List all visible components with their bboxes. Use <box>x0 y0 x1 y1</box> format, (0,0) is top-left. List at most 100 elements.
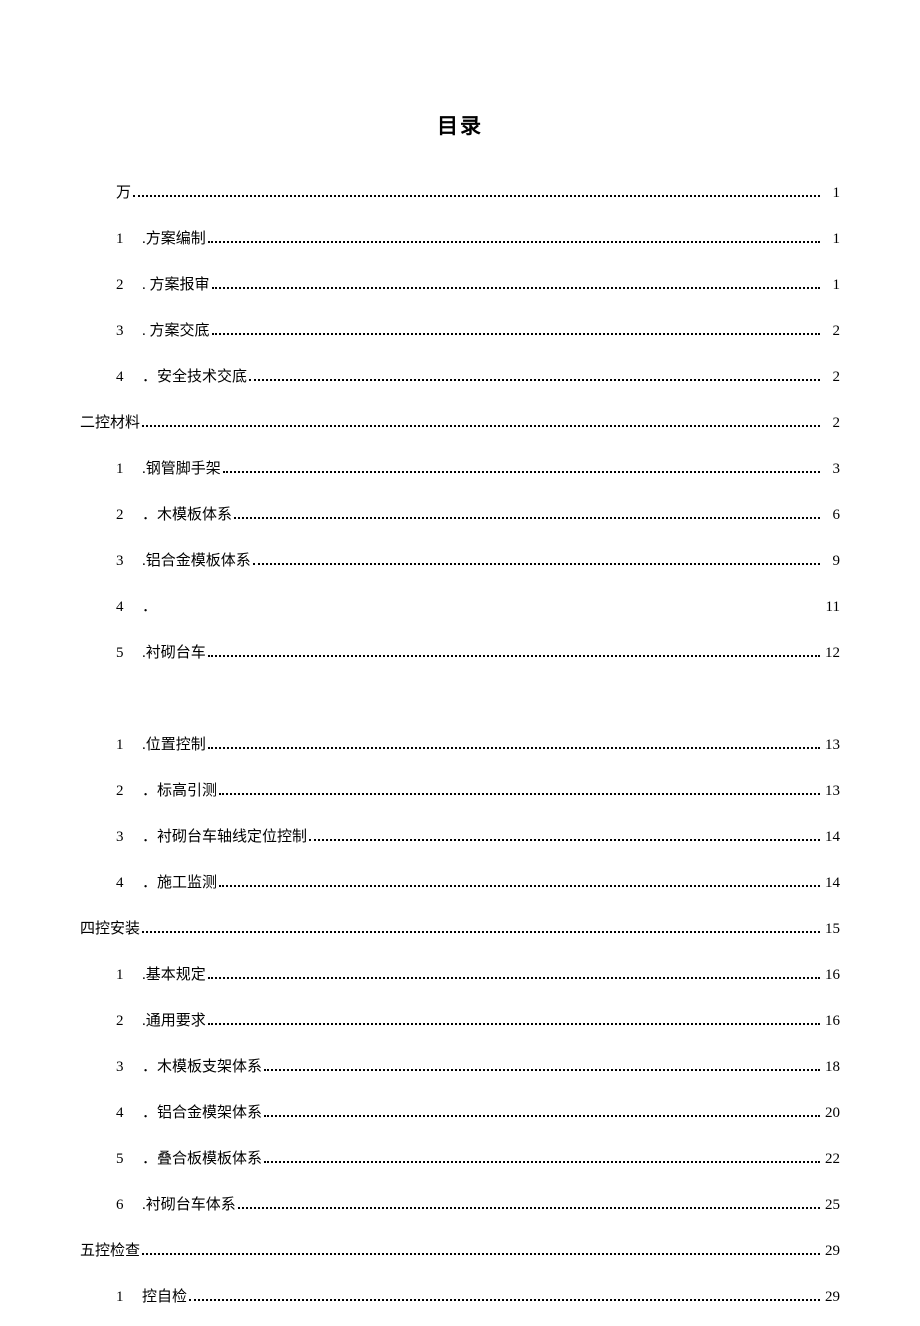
toc-entry[interactable]: 2．标高引测13 <box>80 774 840 820</box>
toc-entry-label: .衬砌台车体系 <box>142 1198 236 1213</box>
toc-entry-label: ．木模板体系 <box>142 508 232 523</box>
toc-entry-number: 1 <box>116 968 134 983</box>
toc-entry-number: 3 <box>116 324 134 339</box>
toc-entry-number: 5 <box>116 1152 134 1167</box>
toc-entry-page: 20 <box>822 1106 840 1121</box>
toc-leader-dots <box>142 424 820 427</box>
toc-leader-dots <box>212 332 820 335</box>
toc-entry-label: . 方案交底 <box>142 324 210 339</box>
toc-entry[interactable]: 4 ．安全技术交底 2 <box>80 360 840 406</box>
toc-entry[interactable]: 五控检查29 <box>80 1234 840 1280</box>
toc-entry-label: 控自检 <box>142 1290 187 1305</box>
toc-entry-label: ．铝合金模架体系 <box>142 1106 262 1121</box>
toc-entry-page: 2 <box>822 416 840 431</box>
toc-entry[interactable]: 6 .衬砌台车体系 25 <box>80 1188 840 1234</box>
toc-leader-dots <box>219 884 820 887</box>
toc-entry-number: 1 <box>116 1290 134 1305</box>
toc-leader-dots <box>219 792 820 795</box>
toc-entry-number: 2 <box>116 278 134 293</box>
toc-leader-dots <box>208 1022 820 1025</box>
toc-entry-page: 9 <box>822 554 840 569</box>
toc-entry-page: 12 <box>822 646 840 661</box>
toc-entry-page: 18 <box>822 1060 840 1075</box>
toc-entry-page: 29 <box>822 1244 840 1259</box>
toc-leader-dots <box>212 286 820 289</box>
toc-entry-number: 1 <box>116 462 134 477</box>
toc-entry-page: 1 <box>822 232 840 247</box>
toc-leader-dots <box>309 838 820 841</box>
toc-entry-label: .钢管脚手架 <box>142 462 221 477</box>
toc-leader-dots <box>249 378 820 381</box>
toc-entry-label: 四控安装 <box>80 922 140 937</box>
toc-entry[interactable]: 1 控自检29 <box>80 1280 840 1326</box>
toc-entry-number: 3 <box>116 1060 134 1075</box>
toc-entry-label: .铝合金模板体系 <box>142 554 251 569</box>
toc-entry[interactable]: 1.位置控制13 <box>80 728 840 774</box>
toc-leader-dots <box>264 1160 820 1163</box>
toc-leader-dots <box>238 1206 820 1209</box>
toc-entry[interactable]: 3．木模板支架体系18 <box>80 1050 840 1096</box>
toc-entry-page: 13 <box>822 738 840 753</box>
toc-entry[interactable]: 4 ．施工监测 14 <box>80 866 840 912</box>
toc-entry-page: 13 <box>822 784 840 799</box>
toc-title: 目录 <box>80 110 840 140</box>
toc-entry[interactable]: 2．木模板体系6 <box>80 498 840 544</box>
toc-leader-dots <box>208 976 820 979</box>
toc-entry-number: 3 <box>116 554 134 569</box>
toc-entry-number: 6 <box>116 1198 134 1213</box>
toc-entry-page: 2 <box>822 370 840 385</box>
toc-entry[interactable]: 四控安装15 <box>80 912 840 958</box>
toc-entry[interactable]: 4 ．铝合金模架体系 20 <box>80 1096 840 1142</box>
toc-entry[interactable]: 万1 <box>80 176 840 222</box>
toc-entry-page: 14 <box>822 830 840 845</box>
toc-entry-number: 4 <box>116 876 134 891</box>
toc-entry-label: 二控材料 <box>80 416 140 431</box>
toc-entry-number: 3 <box>116 830 134 845</box>
toc-leader-dots <box>208 654 820 657</box>
toc-entry-label: ．标高引测 <box>142 784 217 799</box>
toc-entry-page: 1 <box>822 186 840 201</box>
toc-entry-label: ． <box>142 600 157 615</box>
toc-leader-dots <box>264 1068 820 1071</box>
toc-entry[interactable]: 3．衬砌台车轴线定位控制14 <box>80 820 840 866</box>
toc-entry-label: .衬砌台车 <box>142 646 206 661</box>
toc-entry[interactable]: 5 ．叠合板模板体系 22 <box>80 1142 840 1188</box>
toc-leader-dots <box>253 562 820 565</box>
toc-entry-number: 4 <box>116 370 134 385</box>
toc-entry[interactable]: 4．11 <box>80 590 840 636</box>
toc-entry-page: 14 <box>822 876 840 891</box>
toc-entry[interactable]: 1.基本规定16 <box>80 958 840 1004</box>
toc-leader-dots <box>223 470 820 473</box>
toc-entry-number: 1 <box>116 232 134 247</box>
toc-entry[interactable]: 二控材料 2 <box>80 406 840 452</box>
toc-entry[interactable]: 2 . 方案报审 1 <box>80 268 840 314</box>
toc-entry-label: ．施工监测 <box>142 876 217 891</box>
toc-leader-dots <box>264 1114 820 1117</box>
toc-entry-label: 万 <box>116 186 131 201</box>
toc-entry-label: ．叠合板模板体系 <box>142 1152 262 1167</box>
toc-entry-page: 22 <box>822 1152 840 1167</box>
toc-entry[interactable]: 3 . 方案交底 2 <box>80 314 840 360</box>
toc-leader-dots <box>208 746 820 749</box>
toc-entry-label: . 方案报审 <box>142 278 210 293</box>
toc-leader-dots <box>142 1252 820 1255</box>
toc-entry-page: 25 <box>822 1198 840 1213</box>
toc-entry[interactable]: 1.钢管脚手架3 <box>80 452 840 498</box>
toc-entry[interactable]: 2.通用要求16 <box>80 1004 840 1050</box>
toc-entry-number: 2 <box>116 508 134 523</box>
toc-leader-dots <box>142 930 820 933</box>
toc-page: 目录 万11.方案编制12. 方案报审13. 方案交底24．安全技术交底2二控材… <box>0 0 920 1301</box>
toc-entry-page: 1 <box>822 278 840 293</box>
toc-entry-number: 4 <box>116 600 134 615</box>
toc-entry[interactable]: 5 .衬砌台车 12 <box>80 636 840 682</box>
toc-entry-label: ．安全技术交底 <box>142 370 247 385</box>
toc-entry-number: 4 <box>116 1106 134 1121</box>
toc-leader-dots <box>234 516 820 519</box>
toc-entry-number: 5 <box>116 646 134 661</box>
toc-entry-page: 2 <box>822 324 840 339</box>
toc-entry-label: .基本规定 <box>142 968 206 983</box>
toc-entry[interactable]: 3 .铝合金模板体系 9 <box>80 544 840 590</box>
toc-entry[interactable]: 1.方案编制1 <box>80 222 840 268</box>
toc-leader-dots <box>208 240 820 243</box>
toc-entry-label: .通用要求 <box>142 1014 206 1029</box>
